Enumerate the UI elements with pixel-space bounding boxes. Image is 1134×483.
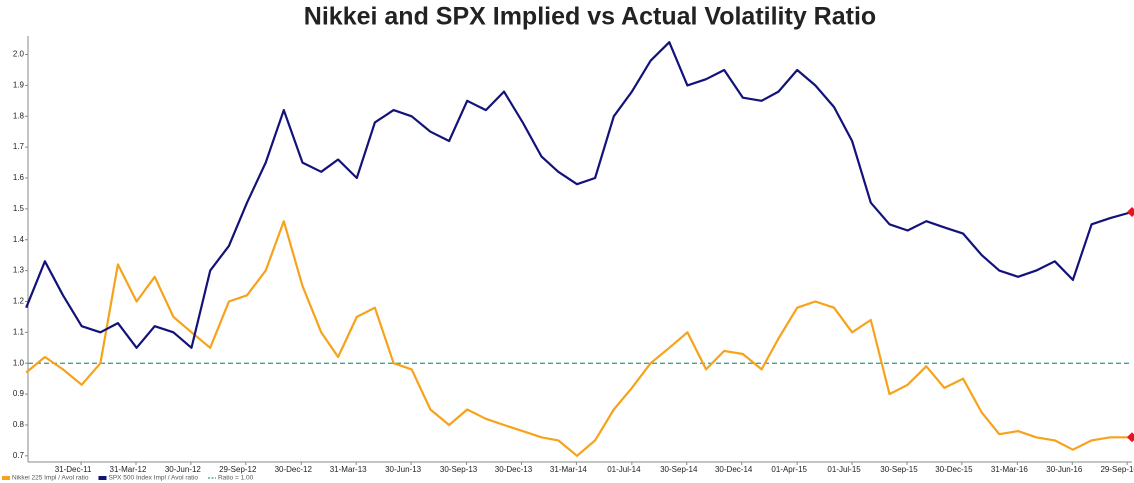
x-tick-label: 30-Sep-14 — [660, 465, 698, 474]
legend-swatch — [98, 476, 107, 480]
x-tick-label: 31-Mar-12 — [110, 465, 147, 474]
x-tick-label: 30-Dec-15 — [935, 465, 973, 474]
x-tick-label: 30-Sep-15 — [880, 465, 918, 474]
x-tick-label: 30-Dec-14 — [715, 465, 753, 474]
legend-label: SPX 500 Index Impl / Avol ratio — [108, 475, 198, 482]
y-tick-label: 1.6 — [13, 173, 25, 182]
x-tick-label: 30-Jun-16 — [1046, 465, 1083, 474]
x-tick-label: 31-Mar-13 — [330, 465, 367, 474]
chart-title: Nikkei and SPX Implied vs Actual Volatil… — [304, 3, 876, 31]
series-line — [25, 41, 1133, 349]
x-tick-label: 01-Jul-15 — [827, 465, 861, 474]
y-tick-label: 1.4 — [13, 235, 25, 244]
y-tick-label: 0.9 — [13, 389, 25, 398]
y-tick-label: 0.7 — [13, 451, 25, 460]
legend-label: Nikkei 225 Impl / Avol ratio — [12, 475, 89, 482]
y-tick-label: 1.7 — [13, 142, 25, 151]
x-tick-label: 30-Jun-12 — [165, 465, 202, 474]
x-tick-label: 31-Mar-14 — [550, 465, 587, 474]
x-tick-label: 30-Dec-12 — [275, 465, 313, 474]
legend-label: Ratio = 1.00 — [218, 475, 254, 482]
y-tick-label: 0.8 — [13, 420, 25, 429]
y-tick-label: 1.0 — [13, 358, 25, 367]
x-tick-label: 29-Sep-12 — [219, 465, 257, 474]
y-tick-label: 2.0 — [13, 50, 25, 59]
y-tick-label: 1.2 — [13, 297, 25, 306]
series-line — [25, 220, 1132, 457]
x-tick-label: 31-Mar-16 — [991, 465, 1028, 474]
y-tick-label: 1.3 — [13, 266, 25, 275]
legend-swatch — [2, 476, 10, 480]
y-tick-label: 1.9 — [13, 81, 25, 90]
x-tick-label: 30-Sep-13 — [440, 465, 478, 474]
y-tick-label: 1.8 — [13, 111, 25, 120]
y-tick-label: 1.1 — [13, 327, 25, 336]
end-marker — [1127, 206, 1134, 217]
end-marker — [1127, 432, 1134, 443]
x-tick-label: 31-Dec-11 — [55, 465, 92, 474]
x-tick-label: 29-Sep-16 — [1100, 465, 1134, 474]
x-tick-label: 01-Apr-15 — [771, 465, 807, 474]
x-tick-label: 01-Jul-14 — [607, 465, 641, 474]
x-tick-label: 30-Dec-13 — [495, 465, 533, 474]
y-tick-label: 1.5 — [13, 204, 25, 213]
x-tick-label: 30-Jun-13 — [385, 465, 422, 474]
